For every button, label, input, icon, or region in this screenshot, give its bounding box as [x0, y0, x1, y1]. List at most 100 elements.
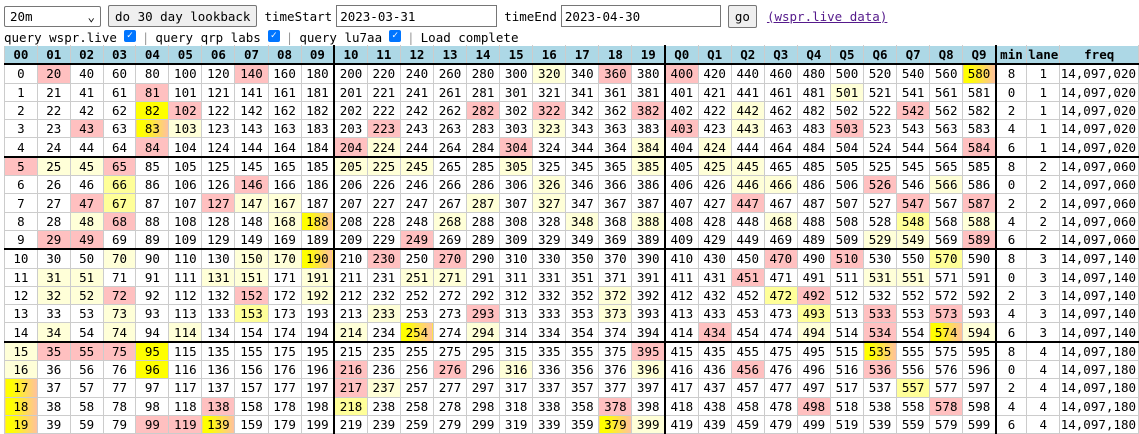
- cell-q7: 555: [896, 341, 931, 362]
- time-end-input[interactable]: 2023-04-30: [560, 5, 721, 27]
- cell-06: 132: [201, 285, 236, 306]
- wspr-live-link[interactable]: (wspr.live data): [766, 8, 888, 24]
- cell-freq: 14,097,020: [1059, 137, 1139, 158]
- cell-00: 8: [4, 211, 38, 231]
- cell-q8: 573: [929, 304, 964, 324]
- query-wspr-checkbox[interactable]: ✓: [123, 29, 136, 42]
- cell-q6: 538: [862, 396, 898, 416]
- column-header-11: 11: [366, 45, 401, 66]
- cell-05: 114: [168, 322, 203, 343]
- cell-16: 321: [532, 82, 567, 102]
- cell-14: 293: [466, 304, 501, 324]
- cell-00: 0: [4, 63, 38, 84]
- cell-00: 19: [4, 414, 38, 434]
- cell-q1: 437: [697, 378, 732, 398]
- cell-q4: 482: [796, 100, 831, 121]
- cell-18: 366: [598, 175, 633, 195]
- cell-min: 4: [994, 396, 1028, 416]
- cell-17: 346: [565, 175, 600, 195]
- cell-19: 393: [631, 304, 666, 324]
- cell-10: 208: [333, 211, 368, 231]
- cell-q9: 593: [962, 304, 997, 324]
- cell-freq: 14,097,180: [1059, 396, 1139, 416]
- cell-05: 110: [168, 248, 203, 269]
- cell-12: 241: [399, 82, 434, 102]
- query-lu7aa-checkbox[interactable]: ✓: [389, 29, 402, 42]
- cell-q2: 459: [730, 414, 765, 434]
- cell-q5: 502: [829, 100, 865, 121]
- lookback-button[interactable]: do 30 day lookback: [108, 5, 258, 27]
- cell-min: 8: [994, 156, 1028, 177]
- go-button[interactable]: go: [727, 4, 757, 28]
- band-select[interactable]: 20m ⌄: [4, 5, 101, 27]
- query-qrp-checkbox[interactable]: ✓: [267, 29, 280, 42]
- cell-15: 314: [499, 322, 534, 343]
- cell-16: 337: [532, 378, 567, 398]
- cell-17: 347: [565, 193, 600, 213]
- cell-15: 301: [499, 82, 534, 102]
- cell-q5: 517: [829, 378, 865, 398]
- cell-q7: 557: [896, 378, 931, 398]
- cell-min: 6: [994, 137, 1028, 158]
- cell-08: 163: [267, 119, 302, 139]
- cell-02: 45: [69, 156, 104, 177]
- cell-13: 273: [432, 304, 468, 324]
- cell-q5: 505: [829, 156, 865, 177]
- cell-16: 336: [532, 360, 567, 380]
- cell-09: 182: [300, 100, 335, 121]
- cell-15: 308: [499, 211, 534, 231]
- cell-03: 77: [102, 378, 137, 398]
- cell-q2: 455: [730, 341, 765, 362]
- cell-lane: 3: [1026, 322, 1061, 343]
- cell-lane: 4: [1026, 396, 1061, 416]
- cell-10: 216: [333, 360, 368, 380]
- cell-13: 277: [432, 378, 468, 398]
- cell-05: 112: [168, 285, 203, 306]
- cell-08: 168: [267, 211, 302, 231]
- cell-08: 160: [267, 63, 302, 84]
- cell-q1: 426: [697, 175, 732, 195]
- cell-09: 184: [300, 137, 335, 158]
- cell-06: 136: [201, 360, 236, 380]
- cell-q4: 486: [796, 175, 831, 195]
- cell-10: 200: [333, 63, 368, 84]
- cell-00: 1: [4, 82, 38, 102]
- cell-14: 289: [466, 229, 501, 251]
- cell-09: 197: [300, 378, 335, 398]
- cell-04: 87: [135, 193, 170, 213]
- cell-min: 4: [994, 119, 1028, 139]
- table-row: 5 25 45 65 85 105 125 145 165 185 205 225 245 265 285 3…: [4, 156, 1139, 177]
- cell-q8: 561: [929, 82, 964, 102]
- cell-q3: 468: [763, 211, 798, 231]
- cell-q5: 512: [829, 285, 865, 306]
- time-start-input[interactable]: 2023-03-31: [336, 5, 498, 27]
- cell-03: 79: [102, 414, 137, 434]
- band-value: 20m: [10, 8, 33, 24]
- cell-10: 214: [333, 322, 368, 343]
- cell-q4: 480: [796, 63, 831, 84]
- cell-q1: 425: [697, 156, 732, 177]
- table-row: 17 37 57 77 97 117 137 157 177 197 217 237 257 277 297…: [4, 378, 1139, 398]
- cell-q9: 595: [962, 341, 997, 362]
- cell-18: 374: [598, 322, 633, 343]
- cell-q7: 549: [896, 229, 931, 251]
- cell-q5: 514: [829, 322, 865, 343]
- cell-q6: 533: [862, 304, 898, 324]
- cell-min: 0: [994, 82, 1028, 102]
- cell-min: 4: [994, 304, 1028, 324]
- cell-07: 154: [234, 322, 269, 343]
- cell-02: 59: [69, 414, 104, 434]
- cell-02: 53: [69, 304, 104, 324]
- cell-q0: 415: [664, 341, 699, 362]
- cell-17: 342: [565, 100, 600, 121]
- cell-16: 331: [532, 267, 567, 287]
- cell-q2: 453: [730, 304, 765, 324]
- table-row: 19 39 59 79 99 119 139 159 179 199 219 239 259 279 299…: [4, 414, 1139, 434]
- cell-q0: 418: [664, 396, 699, 416]
- cell-01: 32: [36, 285, 71, 306]
- cell-13: 270: [432, 248, 468, 269]
- cell-16: 335: [532, 341, 567, 362]
- cell-12: 244: [399, 137, 434, 158]
- table-row: 12 32 52 72 92 112 132 152 172 192 212 232 252 272 292…: [4, 285, 1139, 306]
- time-start-label: timeStart: [264, 8, 333, 24]
